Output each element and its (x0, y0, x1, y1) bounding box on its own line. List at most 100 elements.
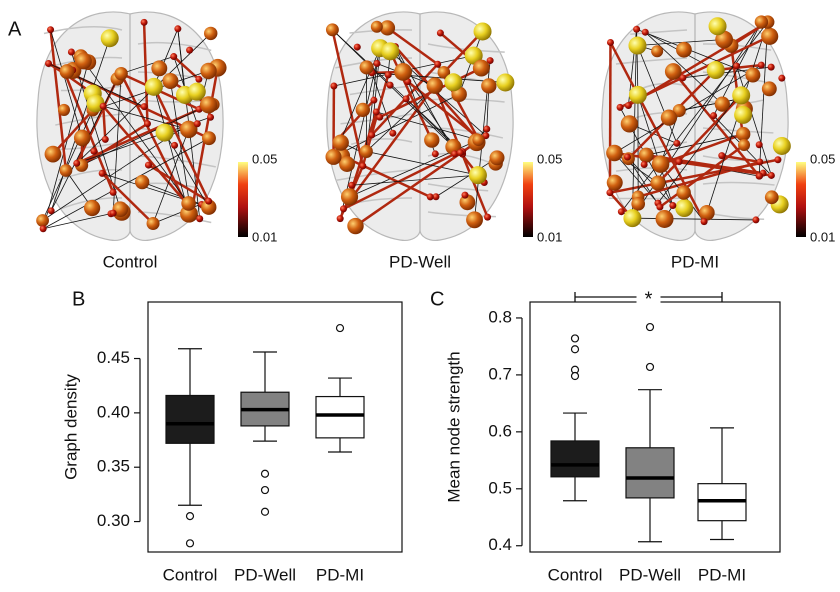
node (774, 156, 781, 163)
panel-label: B (72, 288, 85, 310)
node (114, 67, 127, 80)
node (676, 185, 690, 199)
node (496, 73, 514, 91)
edge (610, 42, 611, 192)
y-tick-label: 0.8 (488, 307, 512, 326)
node (151, 60, 167, 76)
colorbar-label: 0.05 (252, 151, 277, 166)
node (389, 130, 396, 137)
x-tick-label: PD-Well (619, 565, 681, 584)
node (756, 158, 763, 165)
node (490, 150, 505, 165)
node (102, 136, 109, 143)
node (385, 71, 392, 78)
node (631, 197, 645, 211)
node (661, 110, 677, 126)
node (641, 161, 648, 168)
y-tick-label: 0.35 (97, 457, 130, 476)
node (768, 64, 775, 71)
node (356, 103, 370, 117)
significance-annotation: * (645, 288, 653, 310)
node (202, 131, 216, 145)
node (200, 96, 217, 113)
node (403, 95, 410, 102)
panel-label: A (8, 18, 22, 40)
x-tick-label: Control (548, 565, 603, 584)
colorbar-label: 0.01 (252, 229, 277, 244)
node (145, 162, 152, 169)
node (145, 78, 163, 96)
node (673, 140, 680, 147)
node (101, 29, 119, 47)
node (623, 209, 641, 227)
node (768, 172, 775, 179)
node (333, 134, 349, 150)
node (461, 192, 468, 199)
node (360, 145, 373, 158)
node (75, 52, 92, 69)
node (718, 152, 725, 159)
node (174, 25, 181, 32)
node (170, 53, 177, 60)
node (676, 42, 692, 58)
node (370, 97, 377, 104)
node (778, 75, 785, 82)
node (642, 29, 649, 36)
y-tick-label: 0.7 (488, 364, 512, 383)
node (474, 22, 492, 40)
colorbar (238, 162, 248, 237)
outlier (572, 335, 579, 342)
node (675, 199, 693, 217)
node (325, 149, 341, 165)
node (473, 60, 490, 77)
node (326, 23, 339, 36)
brain (602, 12, 791, 240)
node (483, 126, 490, 133)
node (359, 162, 366, 169)
node (607, 39, 614, 46)
node (195, 76, 202, 83)
colorbar (796, 162, 806, 237)
node (629, 86, 647, 104)
node (186, 47, 193, 54)
outlier (337, 325, 344, 332)
node (761, 28, 778, 45)
colorbar-label: 0.01 (810, 229, 835, 244)
node (394, 63, 412, 81)
node (205, 198, 212, 205)
node (437, 30, 444, 37)
node (699, 205, 715, 221)
box (551, 441, 599, 477)
node (621, 115, 638, 132)
node (45, 146, 62, 163)
node (676, 158, 683, 165)
colorbar (523, 162, 533, 237)
node (733, 62, 740, 69)
node (110, 189, 117, 196)
node (709, 17, 727, 35)
box (626, 448, 674, 498)
outlier (187, 540, 194, 547)
colorbar-label: 0.05 (810, 151, 835, 166)
node (715, 97, 730, 112)
brain (36, 12, 226, 240)
node (651, 45, 663, 57)
node (348, 182, 355, 189)
node (624, 153, 631, 160)
box (316, 397, 364, 438)
x-tick-label: Control (163, 565, 218, 584)
node (484, 214, 491, 221)
node (732, 86, 750, 104)
node (738, 139, 750, 151)
node (618, 208, 625, 215)
node (434, 61, 441, 68)
node (347, 218, 363, 234)
node (45, 60, 52, 67)
node (469, 166, 487, 184)
node (710, 112, 717, 119)
node (196, 215, 203, 222)
node (330, 83, 337, 90)
y-tick-label: 0.30 (97, 511, 130, 530)
node (135, 175, 149, 189)
node (755, 15, 768, 28)
